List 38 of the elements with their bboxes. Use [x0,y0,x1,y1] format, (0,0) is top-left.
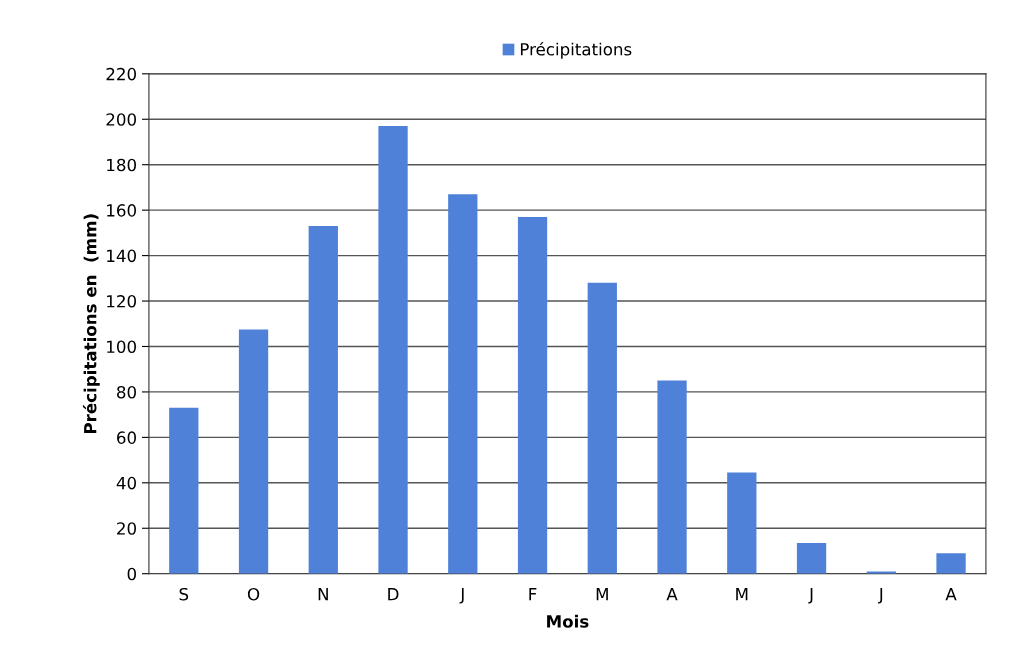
x-tick-label: M [736,588,748,601]
bar [796,543,827,574]
x-tick-label: J [808,588,813,604]
y-tick-label: 60 [117,431,136,444]
y-tick-label: 140 [107,249,136,263]
x-tick-label: O [247,587,260,601]
y-tick-label: 20 [117,522,136,535]
x-tick-label: S [179,587,189,601]
y-tick-label: 40 [116,476,136,490]
legend-label: Précipitations [520,42,632,59]
x-tick-label: D [388,588,399,601]
bar [517,216,548,574]
bar [238,329,269,574]
bar [378,126,408,574]
bar [169,407,199,574]
bar [936,553,966,574]
x-tick-label: J [877,588,883,604]
x-axis-title: Mois [547,614,589,628]
y-tick-label: 180 [107,158,136,172]
y-tick-label: 200 [106,113,136,126]
x-tick-label: F [529,588,537,601]
y-tick-label: 80 [117,385,136,399]
x-tick-label: J [459,588,464,604]
y-tick-label: 220 [106,67,136,81]
x-tick-label: M [596,588,608,601]
x-tick-label: A [666,588,678,601]
x-tick-label: N [318,588,328,601]
y-tick-label: 100 [107,340,136,354]
bar [657,380,687,574]
bar [448,194,478,574]
bar [587,282,617,574]
y-axis-title: Précipitations en (mm) [82,214,100,434]
y-tick-label: 120 [107,295,136,308]
y-tick-label: 160 [107,204,136,217]
x-tick-label: A [945,588,957,601]
bar [308,226,338,574]
bar [727,472,757,574]
y-tick-label: 0 [127,567,136,581]
